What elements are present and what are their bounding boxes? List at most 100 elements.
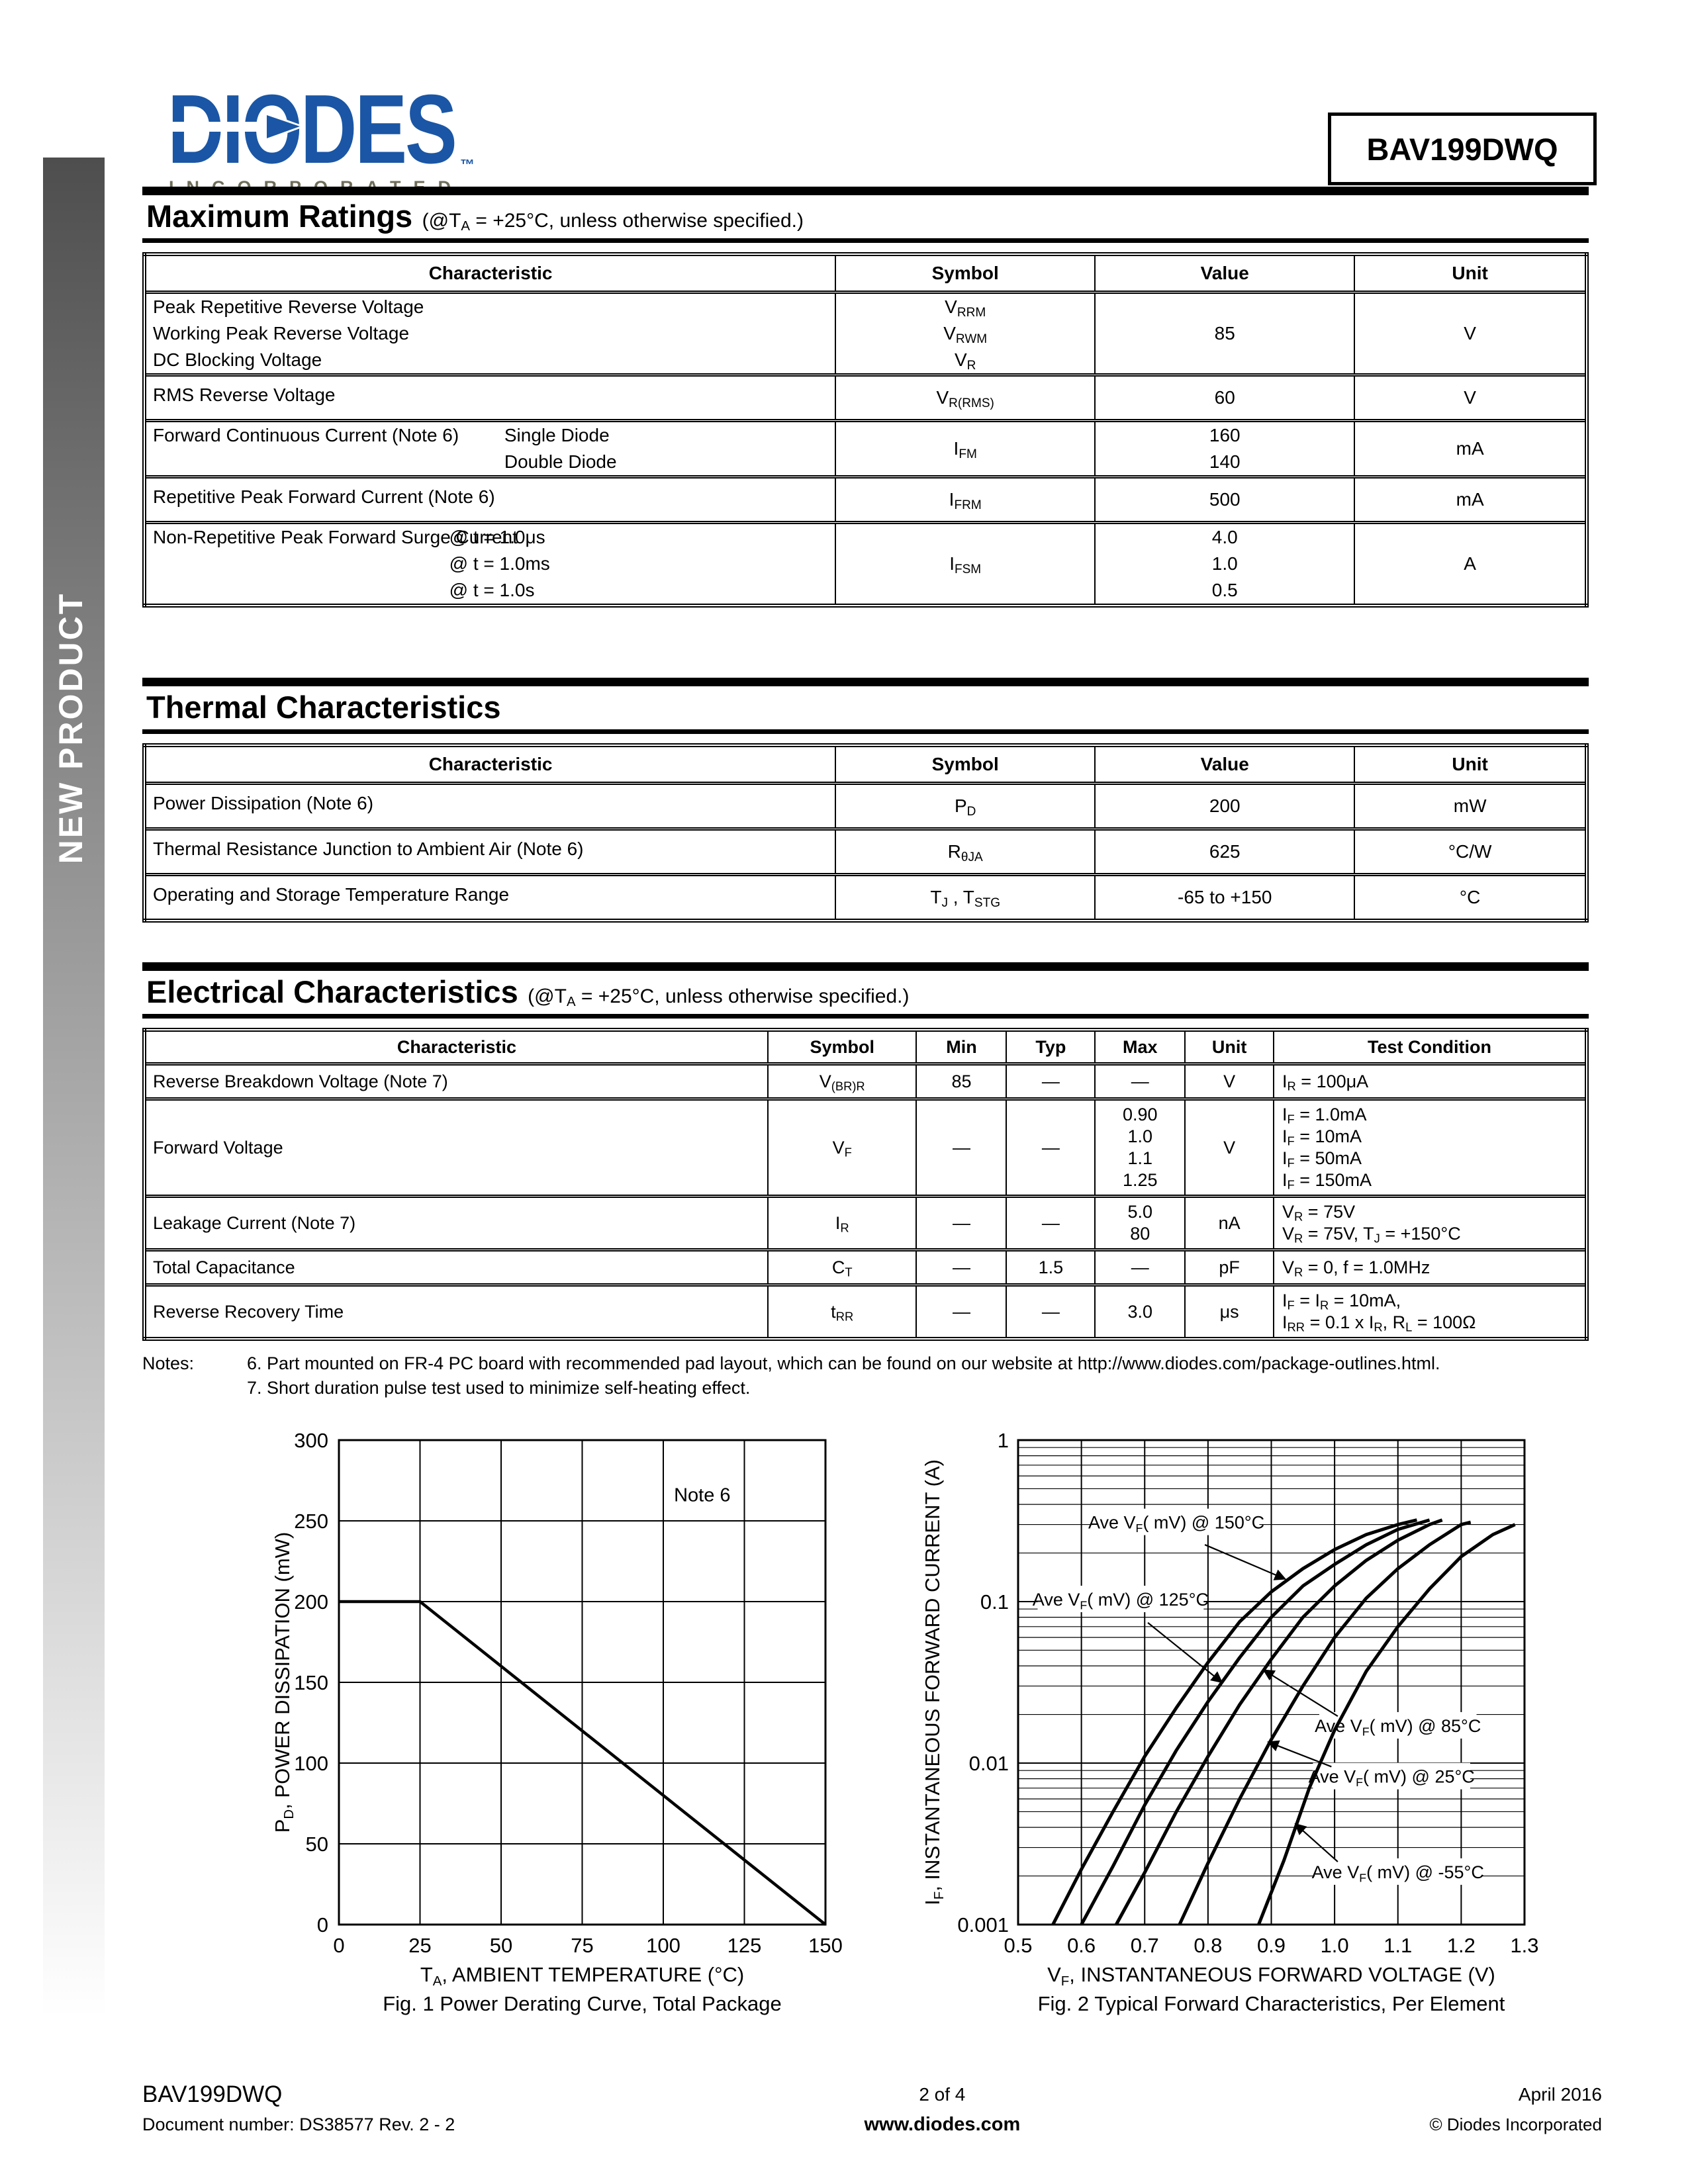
value-line: VR = 75V, TJ = +150°C — [1282, 1224, 1461, 1246]
sub-element: FSM — [954, 562, 982, 576]
cell-value: 4.0 1.0 0.5 — [1094, 521, 1355, 606]
tspan-element: 100 — [646, 1934, 680, 1957]
cell-characteristic: RMS Reverse Voltage — [144, 373, 836, 421]
sub-element: STG — [974, 895, 1001, 910]
x-tick-label: 0.8 — [1194, 1934, 1222, 1957]
characteristic-line: Forward Continuous Current (Note 6) — [153, 425, 459, 445]
thermal-header: Thermal Characteristics — [142, 686, 1589, 729]
notes-label: Notes: — [142, 1353, 195, 1373]
condition-lines: Single Diode Double Diode — [504, 422, 617, 475]
tspan-element: 0.6 — [1067, 1934, 1096, 1957]
characteristic-line: Thermal Resistance Junction to Ambient A… — [153, 839, 584, 859]
tspan-element: , AMBIENT TEMPERATURE (°C) — [442, 1963, 744, 1986]
tspan-element: ( mV) @ 25°C — [1363, 1767, 1475, 1787]
value-line: — — [1131, 1257, 1149, 1277]
value-line: VR = 75V — [1282, 1202, 1356, 1224]
tspan-element: D — [281, 1809, 297, 1819]
y-tick-label: 0 — [317, 1913, 328, 1936]
tspan-element: 0.01 — [969, 1752, 1009, 1775]
cell-characteristic: Repetitive Peak Forward Current (Note 6) — [144, 475, 836, 523]
cell-unit: pF — [1184, 1248, 1274, 1285]
x-tick-label: 25 — [408, 1934, 431, 1957]
div-element: mA — [1456, 489, 1484, 510]
y-tick-label: 200 — [294, 1590, 328, 1614]
characteristic-line: Repetitive Peak Forward Current (Note 6) — [153, 486, 495, 507]
cell-characteristic: Reverse Recovery Time — [144, 1283, 768, 1339]
y-tick-label: 1 — [998, 1429, 1009, 1452]
x-tick-label: 125 — [727, 1934, 762, 1957]
sub-element: RR — [835, 1309, 854, 1324]
cell-unit: °C — [1354, 873, 1587, 921]
cell-min: — — [915, 1097, 1007, 1197]
value-line: 1.0 — [1127, 1126, 1152, 1146]
cell-test-condition: IF = IR = 10mA, IRR = 0.1 x IR, RL = 100Ω — [1273, 1283, 1587, 1339]
sub-element: F — [1287, 1177, 1295, 1192]
value-line: VR = 0, f = 1.0MHz — [1282, 1257, 1430, 1279]
symbol-line: IFRM — [949, 489, 982, 512]
tbody-element: Peak Repetitive Reverse Voltage Working P… — [144, 292, 1587, 606]
div-element: V — [1464, 323, 1476, 343]
symbol-line: IFSM — [949, 553, 982, 576]
sub-element: F — [1287, 1298, 1295, 1312]
cell-test-condition: IF = 1.0mA IF = 10mA IF = 50mA IF = 150mA — [1273, 1097, 1587, 1197]
note-item: 6. Part mounted on FR-4 PC board with re… — [247, 1353, 1440, 1373]
cell-symbol: V(BR)R — [767, 1064, 917, 1099]
table-row: Thermal Resistance Junction to Ambient A… — [144, 827, 1587, 875]
value-line: 1.25 — [1122, 1170, 1158, 1190]
cell-characteristic: Total Capacitance — [144, 1248, 768, 1285]
logo-slash — [167, 122, 265, 132]
section-subtitle: (@TA = +25°C, unless otherwise specified… — [528, 985, 910, 1010]
table-row: Forward Voltage VF — — 0.90 1.0 1.1 1.25 V … — [144, 1097, 1587, 1197]
tspan-element: 150 — [808, 1934, 843, 1957]
symbol-line: IFM — [953, 438, 977, 461]
figure-caption: Fig. 2 Typical Forward Characteristics, … — [1038, 1992, 1505, 2015]
value-line: 140 — [1209, 451, 1241, 472]
value-line: -65 to +150 — [1178, 887, 1272, 907]
table-row: Reverse Breakdown Voltage (Note 7) V(BR)… — [144, 1064, 1587, 1099]
section-rule — [142, 678, 1589, 686]
cell-max: — — [1094, 1064, 1186, 1099]
sub-element: D — [966, 804, 976, 819]
div-element: °C/W — [1448, 841, 1492, 862]
characteristic-line: Peak Repetitive Reverse Voltage — [153, 296, 424, 317]
tspan-element: Ave V — [1033, 1590, 1080, 1610]
characteristic-line: Working Peak Reverse Voltage — [153, 323, 410, 343]
div-element: V — [1464, 387, 1476, 408]
cell-symbol: CT — [767, 1248, 917, 1285]
footer-date: April 2016 — [1518, 2084, 1602, 2105]
tspan-element: 0.1 — [980, 1590, 1009, 1614]
curve-label-minus55C: Ave VF( mV) @ -55°C — [1312, 1862, 1484, 1884]
notes-block: Notes: 6. Part mounted on FR-4 PC board … — [142, 1351, 1589, 1400]
cell-characteristic: Reverse Breakdown Voltage (Note 7) — [153, 1071, 448, 1091]
curve-25C — [1178, 1520, 1472, 1926]
x-tick-label: 75 — [571, 1934, 593, 1957]
sub-element: R(RMS) — [949, 396, 994, 410]
div-element: mW — [1453, 796, 1487, 816]
section-rule — [142, 962, 1589, 971]
cell-unit: A — [1354, 521, 1587, 606]
logo-trademark: ™ — [460, 156, 475, 173]
cell-characteristic: Forward Continuous Current (Note 6) Singl… — [144, 419, 836, 477]
symbol-line: VRWM — [943, 323, 988, 346]
cell-unit: mA — [1354, 419, 1587, 477]
curve-power-derating — [339, 1600, 827, 1926]
sub-element: RR — [1287, 1320, 1305, 1334]
thead-element: Characteristic Symbol Value Unit — [144, 254, 1587, 294]
cell-unit: mA — [1354, 475, 1587, 523]
table-header-row: Characteristic Symbol Value Unit — [144, 745, 1587, 785]
sub-element: R — [1294, 1209, 1303, 1224]
column-header: Symbol — [835, 745, 1096, 785]
sub-element: A — [566, 995, 576, 1010]
tspan-element: 1.0 — [1321, 1934, 1349, 1957]
section-rule — [142, 238, 1589, 243]
characteristic-line: Power Dissipation (Note 6) — [153, 793, 374, 813]
sub-element: FRM — [954, 498, 982, 512]
tspan-element: 0.8 — [1194, 1934, 1222, 1957]
tspan-element: 0.7 — [1131, 1934, 1159, 1957]
tspan-element: ( mV) @ 150°C — [1143, 1513, 1264, 1533]
tspan-element: 0.001 — [957, 1913, 1009, 1936]
part-number: BAV199DWQ — [1366, 131, 1558, 167]
value-line: IF = 150mA — [1282, 1170, 1372, 1192]
tspan-element: 0.5 — [1004, 1934, 1032, 1957]
